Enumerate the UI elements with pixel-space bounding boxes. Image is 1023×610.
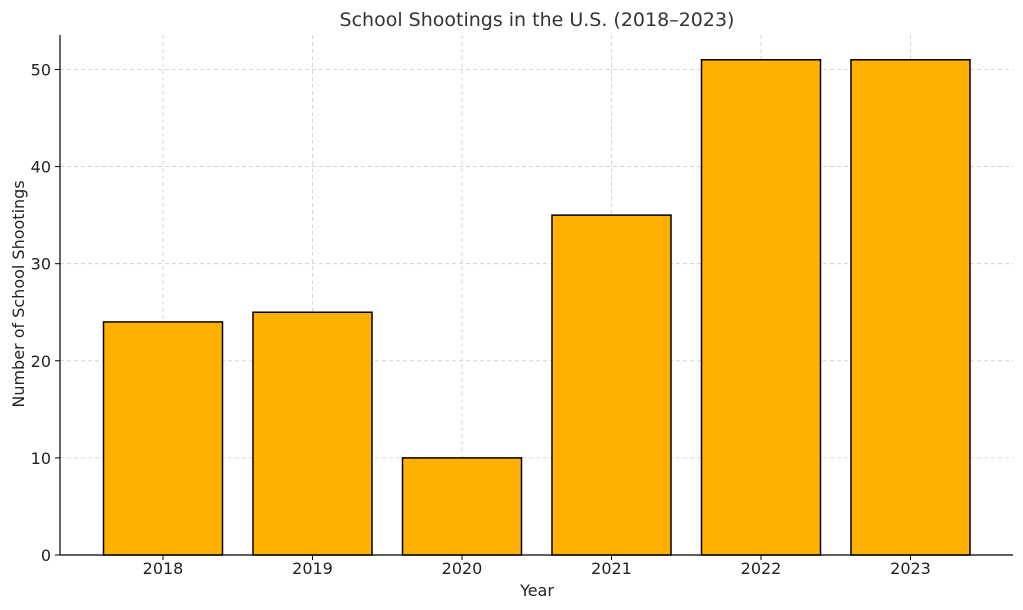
x-tick-label: 2018 (143, 559, 184, 578)
bar-2018 (102, 321, 224, 556)
bars (102, 59, 971, 556)
y-tick-label: 40 (31, 158, 51, 177)
x-axis-label: Year (519, 581, 554, 600)
y-tick-label: 10 (31, 449, 51, 468)
x-tick-label: 2019 (292, 559, 333, 578)
bar-2019 (252, 311, 373, 556)
y-tick-label: 50 (31, 60, 51, 79)
bar-2021 (551, 214, 672, 556)
y-tick-label: 0 (41, 546, 51, 565)
bar-2020 (401, 457, 523, 556)
x-tick-label: 2021 (591, 559, 632, 578)
y-tick-label: 20 (31, 352, 51, 371)
x-tick-label: 2023 (890, 559, 931, 578)
axes (55, 35, 1013, 560)
y-axis-label: Number of School Shootings (9, 180, 28, 407)
bar-2022 (700, 59, 822, 556)
bar-2023 (850, 59, 971, 556)
x-tick-label: 2020 (442, 559, 483, 578)
y-tick-label: 30 (31, 255, 51, 274)
x-tick-label: 2022 (741, 559, 782, 578)
chart-title: School Shootings in the U.S. (2018–2023) (340, 9, 735, 31)
tick-labels: 0 10 20 30 40 50 2018 2019 2020 2021 2022 2023 (31, 60, 931, 578)
